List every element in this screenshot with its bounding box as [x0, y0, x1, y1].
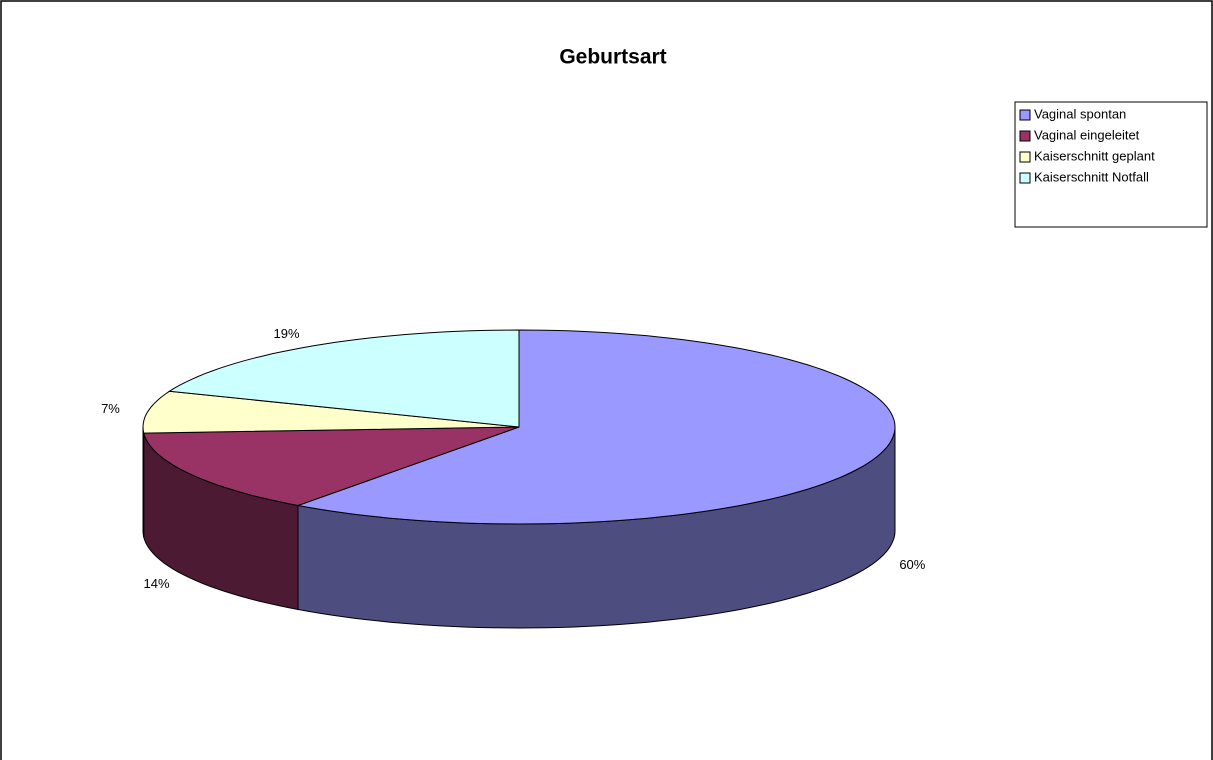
pie-slice-side [142, 426, 145, 538]
data-label: 60% [899, 557, 925, 572]
data-label: 19% [274, 326, 300, 341]
legend-swatch [1019, 151, 1031, 163]
legend-label: Kaiserschnitt geplant [1034, 148, 1155, 163]
chart-title: Geburtsart [559, 46, 666, 69]
legend-swatch [1019, 130, 1031, 142]
legend-label: Kaiserschnitt Notfall [1034, 169, 1149, 184]
legend-swatch [1019, 172, 1031, 184]
legend-box [1014, 101, 1208, 228]
data-label: 14% [144, 576, 170, 591]
pie-slice [167, 329, 520, 428]
pie-slice [143, 426, 520, 507]
legend-label: Vaginal eingeleitet [1034, 127, 1140, 142]
legend-label: Vaginal spontan [1034, 106, 1126, 121]
pie-slice [296, 329, 896, 525]
data-label: 7% [101, 401, 120, 416]
legend-swatch [1019, 109, 1031, 121]
pie-slice [142, 390, 520, 434]
